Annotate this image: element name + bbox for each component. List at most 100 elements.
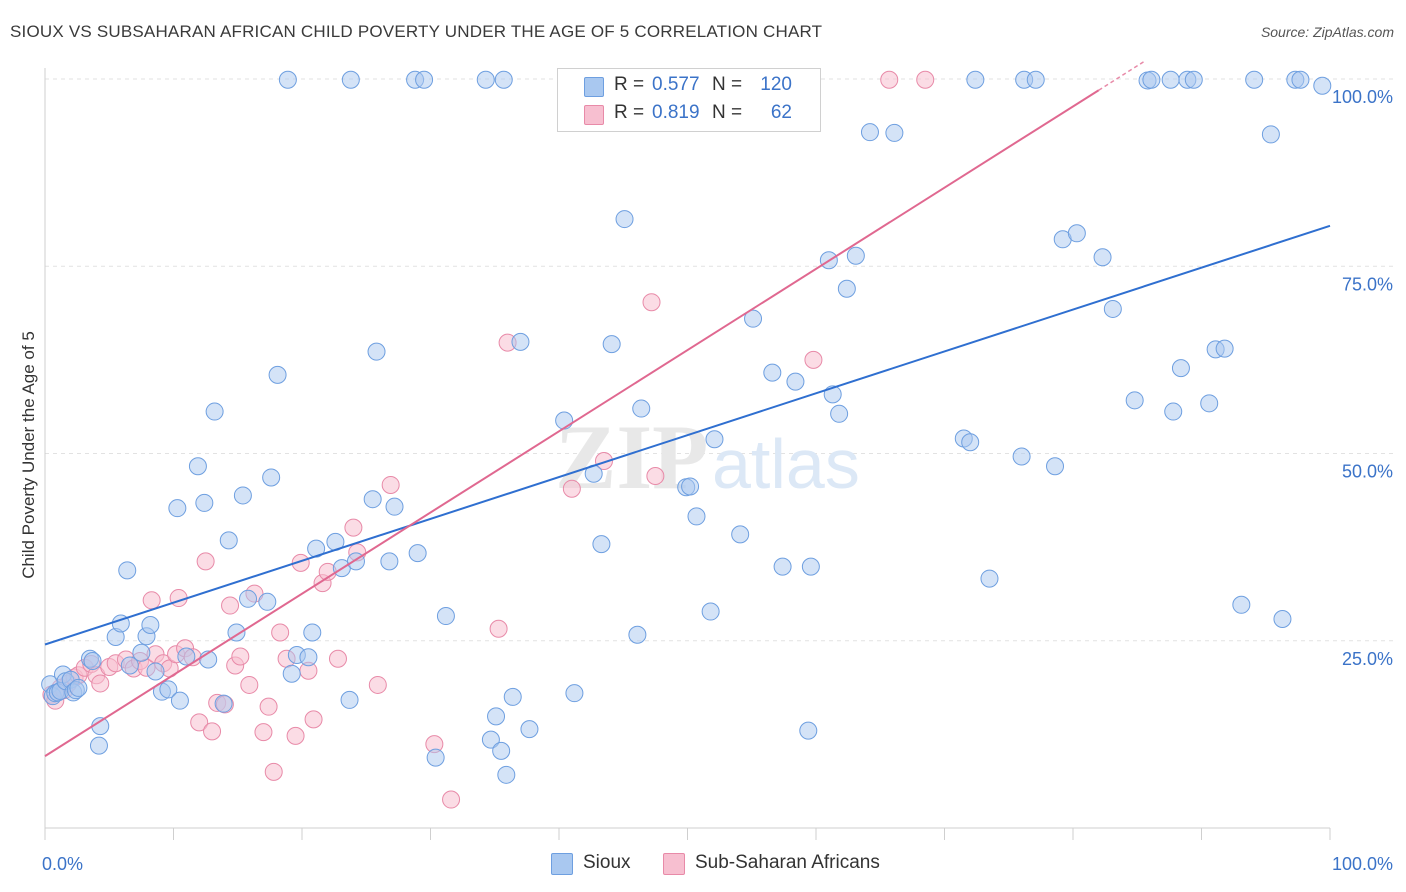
- data-point-sioux: [628, 625, 647, 644]
- data-point-sioux: [341, 70, 360, 89]
- data-point-sioux: [1164, 402, 1183, 421]
- data-point-sioux: [1215, 339, 1234, 358]
- data-point-sioux: [1093, 248, 1112, 267]
- y-tick-label: 100.0%: [1332, 87, 1393, 107]
- bottom-legend-swatch-ssa: [663, 853, 685, 875]
- trend-line-sub-saharan-extension: [1098, 61, 1145, 91]
- data-point-sub-saharan: [231, 647, 250, 666]
- data-point-sioux: [1245, 70, 1264, 89]
- y-tick-label: 75.0%: [1342, 274, 1393, 294]
- data-point-sub-saharan: [91, 674, 110, 693]
- data-point-sioux: [503, 687, 522, 706]
- data-point-sub-saharan: [368, 675, 387, 694]
- data-point-sioux: [492, 741, 511, 760]
- data-point-sioux: [69, 678, 88, 697]
- data-point-sioux: [363, 490, 382, 509]
- data-point-sioux: [426, 748, 445, 767]
- data-point-sioux: [602, 335, 621, 354]
- x-tick-label: 0.0%: [42, 854, 83, 874]
- data-point-sioux: [681, 477, 700, 496]
- data-point-sioux: [687, 507, 706, 526]
- data-point-sioux: [1184, 70, 1203, 89]
- data-point-sub-saharan: [142, 591, 161, 610]
- data-point-sioux: [282, 664, 301, 683]
- data-point-sioux: [1012, 447, 1031, 466]
- bottom-legend-label-sioux: Sioux: [583, 852, 631, 873]
- legend-n-value: 120: [760, 74, 792, 95]
- y-tick-label: 50.0%: [1342, 462, 1393, 482]
- data-point-sioux: [299, 648, 318, 667]
- data-point-sioux: [1046, 457, 1065, 476]
- data-point-sub-saharan: [442, 790, 461, 809]
- data-point-sioux: [219, 531, 238, 550]
- data-point-sioux: [367, 342, 386, 361]
- data-point-sioux: [1313, 76, 1332, 95]
- data-point-sioux: [415, 70, 434, 89]
- data-point-sioux: [481, 730, 500, 749]
- data-point-sioux: [340, 690, 359, 709]
- data-point-sioux: [258, 592, 277, 611]
- data-point-sioux: [701, 602, 720, 621]
- data-point-sioux: [1125, 391, 1144, 410]
- data-point-sub-saharan: [344, 518, 363, 537]
- trend-lines: [44, 61, 1331, 757]
- data-point-sioux: [141, 616, 160, 635]
- trend-line-sioux: [44, 224, 1331, 646]
- data-point-sioux: [303, 623, 322, 642]
- data-point-sub-saharan: [489, 619, 508, 638]
- legend-swatch-sioux: [584, 77, 604, 97]
- legend-swatch-ssa: [584, 105, 604, 125]
- data-point-sioux: [511, 332, 530, 351]
- x-tick-label: 100.0%: [1332, 854, 1393, 874]
- data-point-sioux: [1232, 595, 1251, 614]
- data-point-sub-saharan: [304, 710, 323, 729]
- data-point-sioux: [1103, 299, 1122, 318]
- bottom-legend-swatch-sioux: [551, 853, 573, 875]
- data-point-sioux: [89, 736, 108, 755]
- data-point-sioux: [476, 70, 495, 89]
- data-point-sioux: [205, 402, 224, 421]
- data-point-sioux: [177, 647, 196, 666]
- data-point-sub-saharan: [291, 553, 310, 572]
- data-point-sioux: [1273, 610, 1292, 629]
- data-point-sioux: [615, 210, 634, 229]
- points-sioux: [41, 70, 1332, 784]
- data-point-sioux: [632, 399, 651, 418]
- legend-r-value: 0.819: [652, 102, 700, 123]
- data-point-sub-saharan: [190, 713, 209, 732]
- data-point-sioux: [118, 561, 137, 580]
- trend-line-sub-saharan: [44, 89, 1100, 757]
- data-point-sioux: [132, 643, 151, 662]
- data-point-sioux: [159, 680, 178, 699]
- legend-n-value: 62: [770, 102, 792, 123]
- data-point-sioux: [146, 662, 165, 681]
- data-point-sioux: [233, 486, 252, 505]
- data-point-sioux: [837, 279, 856, 298]
- data-point-sioux: [786, 372, 805, 391]
- data-point-sub-saharan: [203, 722, 222, 741]
- bottom-legend-label-ssa: Sub-Saharan Africans: [695, 852, 880, 873]
- data-point-sioux: [436, 607, 455, 626]
- y-axis-label: Child Poverty Under the Age of 5: [19, 331, 38, 579]
- source-label: Source: ZipAtlas.com: [1260, 24, 1394, 40]
- data-point-sioux: [188, 457, 207, 476]
- data-point-sioux: [385, 497, 404, 516]
- data-point-sub-saharan: [642, 293, 661, 312]
- data-point-sub-saharan: [562, 479, 581, 498]
- data-point-sioux: [278, 70, 297, 89]
- legend-r-label: R =: [614, 74, 645, 95]
- data-point-sioux: [168, 499, 187, 518]
- data-point-sioux: [799, 721, 818, 740]
- data-point-sioux: [555, 411, 574, 430]
- data-point-sub-saharan: [594, 451, 613, 470]
- tick-labels: 25.0% 50.0% 75.0% 100.0% 0.0% 100.0%: [42, 87, 1393, 874]
- data-point-sioux: [1142, 70, 1161, 89]
- data-point-sioux: [961, 433, 980, 452]
- data-point-sioux: [763, 363, 782, 382]
- data-point-sub-saharan: [221, 596, 240, 615]
- chart-title: SIOUX VS SUBSAHARAN AFRICAN CHILD POVERT…: [10, 22, 823, 41]
- data-point-sioux: [1161, 70, 1180, 89]
- grid-lines: [45, 78, 1395, 642]
- data-point-sioux: [195, 493, 214, 512]
